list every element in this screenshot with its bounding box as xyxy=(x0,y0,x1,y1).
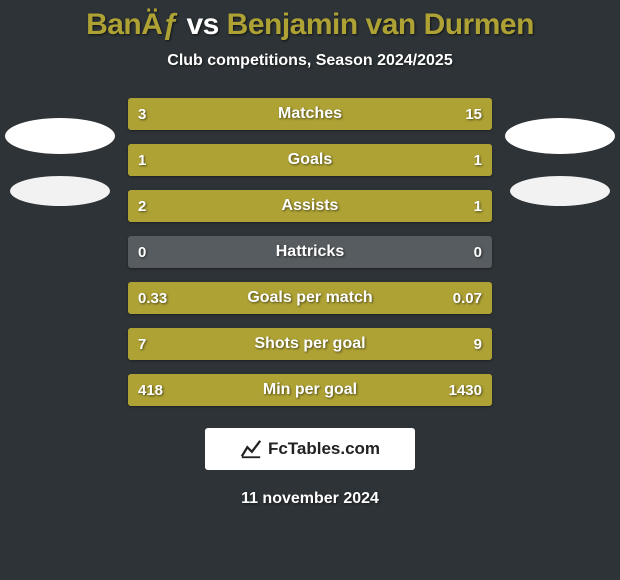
brand-badge: FcTables.com xyxy=(205,428,415,470)
bar-value-right: 1 xyxy=(464,144,492,176)
title-vs: vs xyxy=(186,8,218,41)
stat-bars: Matches315Goals11Assists21Hattricks00Goa… xyxy=(128,98,492,406)
bar-value-right: 0 xyxy=(464,236,492,268)
bar-label: Shots per goal xyxy=(128,328,492,360)
bar-label: Min per goal xyxy=(128,374,492,406)
date-text: 11 november 2024 xyxy=(0,490,620,508)
subtitle: Club competitions, Season 2024/2025 xyxy=(0,52,620,70)
stat-bar-row: Assists2 1 xyxy=(128,190,492,222)
stat-bar-row: Goals1 1 xyxy=(128,144,492,176)
bar-value-left: 0.33 xyxy=(128,282,177,314)
bar-value-left: 0 xyxy=(128,236,156,268)
page-title: BanÄƒ vs Benjamin van Durmen xyxy=(0,8,620,42)
bar-value-left: 1 xyxy=(128,144,156,176)
bar-value-left: 418 xyxy=(128,374,173,406)
bar-value-right: 9 xyxy=(464,328,492,360)
bar-value-right: 1430 xyxy=(439,374,492,406)
bar-label: Matches xyxy=(128,98,492,130)
bar-value-right: 1 xyxy=(464,190,492,222)
brand-text: FcTables.com xyxy=(268,439,380,459)
bar-label: Goals per match xyxy=(128,282,492,314)
left-avatar-column xyxy=(0,118,120,206)
bar-label: Assists xyxy=(128,190,492,222)
stat-bar-row: Matches3 15 xyxy=(128,98,492,130)
stat-bar-row: Shots per goal7 9 xyxy=(128,328,492,360)
title-player1: BanÄƒ xyxy=(86,8,179,41)
stat-bar-row: Goals per match0.33 0.07 xyxy=(128,282,492,314)
right-avatar-column xyxy=(500,118,620,206)
bar-value-left: 3 xyxy=(128,98,156,130)
title-player2: Benjamin van Durmen xyxy=(227,8,534,41)
bar-value-right: 15 xyxy=(455,98,492,130)
comparison-infographic: BanÄƒ vs Benjamin van Durmen Club compet… xyxy=(0,0,620,580)
player1-club-avatar xyxy=(10,176,110,206)
bar-value-left: 2 xyxy=(128,190,156,222)
stat-bar-row: Min per goal418 1430 xyxy=(128,374,492,406)
player1-avatar xyxy=(5,118,115,154)
stat-bar-row: Hattricks0 0 xyxy=(128,236,492,268)
player2-avatar xyxy=(505,118,615,154)
bar-label: Goals xyxy=(128,144,492,176)
player2-club-avatar xyxy=(510,176,610,206)
bar-label: Hattricks xyxy=(128,236,492,268)
bar-value-right: 0.07 xyxy=(443,282,492,314)
chart-icon xyxy=(240,438,262,460)
bar-value-left: 7 xyxy=(128,328,156,360)
